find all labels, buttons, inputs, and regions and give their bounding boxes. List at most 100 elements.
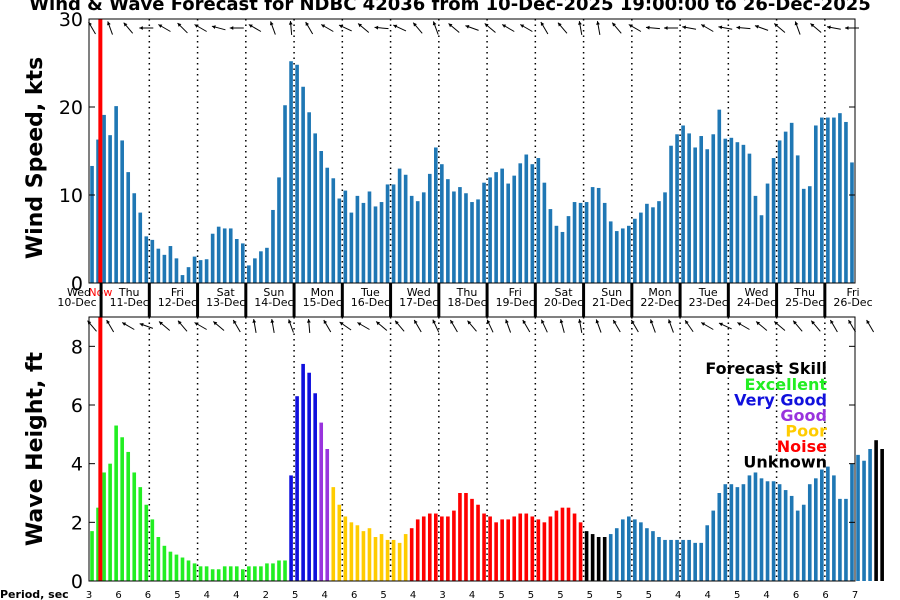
wave-direction-arrow-head bbox=[848, 319, 852, 324]
wind-bar bbox=[446, 179, 450, 283]
wind-bar bbox=[518, 163, 523, 283]
wave-bar bbox=[361, 531, 366, 581]
wind-bar bbox=[138, 212, 143, 283]
wind-bar bbox=[343, 190, 348, 283]
wind-direction-arrow-head bbox=[682, 25, 687, 30]
wind-direction-arrow bbox=[194, 24, 207, 32]
wave-direction-arrow-head bbox=[811, 320, 816, 325]
period-tick-label: 6 bbox=[351, 590, 357, 600]
wind-direction-arrow bbox=[432, 21, 439, 35]
period-tick-label: 6 bbox=[822, 590, 828, 600]
wind-direction-arrow bbox=[88, 21, 96, 35]
wind-direction-arrow-head bbox=[358, 23, 362, 28]
wind-direction-arrow bbox=[540, 21, 549, 35]
wind-direction-arrow bbox=[412, 22, 423, 34]
wave-bar bbox=[488, 516, 492, 581]
wave-direction-arrow bbox=[810, 320, 821, 332]
wind-direction-arrow bbox=[139, 26, 154, 30]
wave-bar bbox=[572, 513, 577, 581]
wind-direction-arrow-head bbox=[826, 25, 831, 30]
wind-bar bbox=[259, 251, 263, 283]
wind-direction-arrow bbox=[596, 21, 601, 35]
wind-direction-arrow bbox=[754, 25, 769, 31]
wave-direction-arrow bbox=[578, 319, 583, 333]
wave-y-tick-label: 6 bbox=[71, 395, 83, 417]
wave-bar bbox=[277, 560, 281, 581]
wave-direction-arrow bbox=[718, 322, 732, 330]
wind-bar bbox=[482, 182, 486, 283]
wave-direction-arrow-head bbox=[559, 319, 564, 324]
wind-bar bbox=[548, 209, 553, 283]
wave-direction-arrow-head bbox=[414, 319, 418, 324]
wind-direction-arrow bbox=[664, 26, 679, 30]
wind-bar bbox=[96, 139, 100, 283]
wave-bar bbox=[90, 531, 94, 581]
wind-bar bbox=[427, 173, 432, 283]
wind-direction-arrow-head bbox=[229, 26, 234, 30]
wave-direction-arrow bbox=[668, 319, 674, 333]
wave-direction-arrow-head bbox=[450, 319, 454, 324]
wind-bar bbox=[681, 125, 685, 283]
wind-bar bbox=[807, 186, 812, 283]
wind-direction-arrow bbox=[211, 25, 226, 31]
wave-bar bbox=[657, 537, 661, 581]
wind-bar bbox=[620, 228, 625, 283]
period-tick-label: 3 bbox=[86, 590, 92, 600]
wave-bar bbox=[536, 519, 541, 581]
wind-y-axis-label: Wind Speed, kts bbox=[23, 57, 48, 259]
day-date-label: 21-Dec bbox=[592, 296, 631, 309]
day-weekday-label: Wed bbox=[745, 286, 769, 299]
wind-bar bbox=[645, 203, 649, 283]
day-date-label: 19-Dec bbox=[496, 296, 535, 309]
legend-entry: Noise bbox=[777, 437, 827, 456]
wind-bar bbox=[198, 260, 203, 283]
wind-direction-arrow bbox=[357, 23, 370, 33]
wave-direction-arrow-head bbox=[541, 319, 545, 324]
wave-bar bbox=[337, 504, 342, 581]
wind-direction-arrow-head bbox=[211, 25, 216, 29]
wave-bar bbox=[138, 487, 143, 581]
wind-direction-arrow-head bbox=[612, 22, 616, 27]
wind-bar bbox=[832, 117, 836, 283]
wind-bar bbox=[204, 259, 209, 283]
wind-direction-arrow bbox=[578, 21, 583, 35]
wind-bar bbox=[397, 168, 402, 283]
wave-bar bbox=[349, 522, 354, 581]
day-weekday-label: Tue bbox=[698, 286, 718, 299]
day-date-label: 11-Dec bbox=[110, 296, 149, 309]
wave-bar bbox=[391, 539, 396, 581]
period-tick-label: 5 bbox=[734, 590, 740, 600]
wave-bar bbox=[735, 487, 740, 581]
wind-bar bbox=[813, 125, 818, 283]
wave-bar bbox=[771, 481, 776, 581]
wave-bar bbox=[470, 498, 474, 581]
wave-axes-frame bbox=[88, 316, 856, 582]
wind-direction-arrow-head bbox=[321, 24, 326, 28]
day-weekday-label: Thu bbox=[118, 286, 140, 299]
period-tick-label: 5 bbox=[174, 590, 180, 600]
wave-direction-arrow bbox=[323, 319, 332, 333]
wave-direction-arrow-head bbox=[213, 321, 218, 326]
wave-bar bbox=[355, 525, 360, 581]
wave-direction-arrow-head bbox=[395, 320, 399, 325]
wind-direction-arrow bbox=[810, 23, 822, 33]
wave-direction-arrow bbox=[106, 319, 115, 333]
wave-direction-arrow bbox=[540, 319, 548, 333]
wave-bar bbox=[476, 504, 480, 581]
chart-title: Wind & Wave Forecast for NDBC 42036 from… bbox=[29, 0, 871, 15]
wind-bar bbox=[506, 183, 510, 283]
wave-direction-arrow-head bbox=[339, 321, 344, 326]
wind-direction-arrow-head bbox=[754, 25, 759, 29]
wind-bar bbox=[657, 201, 661, 283]
wind-bar bbox=[186, 267, 191, 283]
wave-bar bbox=[705, 525, 710, 581]
day-weekday-label: Thu bbox=[456, 286, 478, 299]
wind-bar bbox=[440, 164, 444, 283]
wave-bar bbox=[741, 484, 746, 581]
wave-direction-arrow-head bbox=[106, 319, 111, 324]
day-weekday-label: Sat bbox=[554, 286, 573, 299]
wave-bar bbox=[452, 510, 456, 581]
day-weekday-label: Sun bbox=[263, 286, 284, 299]
wave-direction-arrow-head bbox=[122, 322, 127, 326]
